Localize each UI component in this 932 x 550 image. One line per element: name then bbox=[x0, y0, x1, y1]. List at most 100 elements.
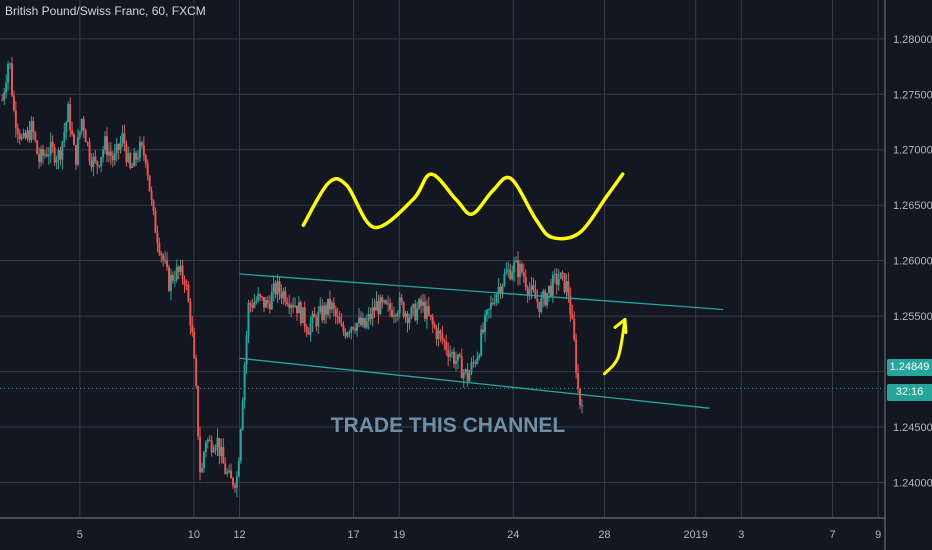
candle-body bbox=[43, 154, 46, 156]
candle-body bbox=[98, 165, 101, 167]
candle-body bbox=[177, 266, 180, 272]
candle-body bbox=[439, 330, 442, 334]
candle-body bbox=[321, 305, 324, 320]
candle-body bbox=[88, 142, 91, 161]
candle-body bbox=[82, 118, 85, 131]
candle-body bbox=[425, 305, 428, 319]
wave-drawing bbox=[301, 172, 625, 241]
candle-body bbox=[573, 318, 576, 340]
x-tick-label: 12 bbox=[233, 529, 245, 541]
candle-body bbox=[216, 437, 219, 448]
candle-body bbox=[433, 324, 436, 328]
candle-body bbox=[41, 148, 44, 156]
candle-body bbox=[542, 290, 545, 299]
candle-body bbox=[280, 292, 283, 299]
candle-body bbox=[325, 305, 328, 315]
x-tick-label: 5 bbox=[77, 529, 83, 541]
candle-body bbox=[295, 305, 298, 314]
candle-body bbox=[193, 332, 196, 359]
candle-body bbox=[183, 279, 186, 285]
x-tick-label: 19 bbox=[393, 529, 405, 541]
candle-body bbox=[284, 291, 287, 303]
candle-body bbox=[530, 285, 533, 290]
candle-body bbox=[449, 353, 452, 357]
candle-body bbox=[158, 243, 161, 254]
candle-body bbox=[113, 153, 116, 161]
candle-body bbox=[513, 262, 516, 273]
candle-body bbox=[197, 386, 200, 437]
candle-body bbox=[233, 485, 236, 488]
candle-body bbox=[286, 302, 289, 305]
candle-body bbox=[63, 131, 66, 142]
candle-body bbox=[175, 266, 178, 280]
x-tick-label: 2019 bbox=[683, 529, 707, 541]
candle-body bbox=[80, 118, 83, 132]
candle-body bbox=[484, 314, 487, 333]
candle-body bbox=[57, 150, 60, 160]
candle-body bbox=[441, 333, 444, 341]
candle-body bbox=[73, 134, 76, 146]
candle-body bbox=[569, 295, 572, 315]
candle-body bbox=[528, 289, 531, 295]
candle-body bbox=[571, 314, 574, 319]
candle-body bbox=[214, 447, 217, 451]
x-tick-label: 24 bbox=[507, 529, 519, 541]
candle-body bbox=[437, 330, 440, 340]
candle-body bbox=[125, 144, 128, 162]
candle-body bbox=[150, 191, 153, 201]
candle-body bbox=[255, 300, 258, 303]
candle-body bbox=[303, 307, 306, 327]
candle-body bbox=[142, 145, 145, 156]
candle-body bbox=[544, 290, 547, 306]
candle-body bbox=[344, 332, 347, 337]
x-tick-label: 28 bbox=[598, 529, 610, 541]
candle-body bbox=[30, 120, 33, 141]
candle-body bbox=[220, 447, 223, 456]
candle-body bbox=[526, 287, 529, 295]
candle-body bbox=[119, 142, 122, 150]
candle-body bbox=[454, 360, 457, 364]
candle-body bbox=[369, 314, 372, 320]
candle-body bbox=[567, 281, 570, 296]
candle-body bbox=[235, 476, 238, 488]
candle-body bbox=[34, 132, 37, 141]
candle-body bbox=[86, 142, 89, 144]
candle-body bbox=[507, 269, 510, 272]
candle-body bbox=[16, 127, 19, 134]
candle-body bbox=[534, 290, 537, 299]
candle-body bbox=[559, 272, 562, 279]
candle-body bbox=[90, 160, 93, 168]
candle-body bbox=[577, 373, 580, 389]
candle-body bbox=[136, 157, 139, 160]
candle-body bbox=[443, 340, 446, 342]
candle-body bbox=[340, 322, 343, 326]
candle-body bbox=[420, 299, 423, 306]
candle-body bbox=[53, 147, 56, 163]
candle-body bbox=[307, 332, 310, 335]
candle-body bbox=[67, 104, 70, 123]
candle-body bbox=[261, 296, 264, 298]
candle-body bbox=[257, 294, 260, 301]
candle-body bbox=[210, 440, 213, 453]
candle-body bbox=[323, 305, 326, 320]
candle-body bbox=[418, 299, 421, 309]
candle-body bbox=[389, 303, 392, 311]
candle-body bbox=[61, 141, 64, 160]
candle-body bbox=[501, 285, 504, 294]
candle-body bbox=[185, 284, 188, 286]
candle-body bbox=[131, 166, 134, 168]
candle-body bbox=[92, 156, 95, 168]
y-tick-label: 1.25500 bbox=[893, 311, 932, 323]
candle-body bbox=[12, 95, 15, 111]
candle-body bbox=[396, 313, 399, 317]
candle-body bbox=[96, 161, 99, 166]
y-tick-label: 1.26500 bbox=[893, 200, 932, 212]
candle-body bbox=[491, 302, 494, 304]
candle-body bbox=[505, 271, 508, 274]
candle-body bbox=[520, 263, 523, 273]
candle-body bbox=[253, 302, 256, 308]
candle-body bbox=[243, 365, 246, 401]
candle-body bbox=[546, 292, 549, 306]
candle-body bbox=[270, 292, 273, 310]
